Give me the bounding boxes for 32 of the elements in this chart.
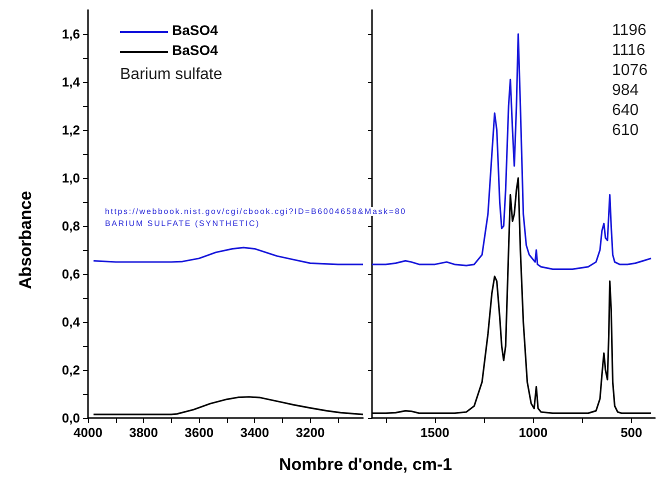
x-axis-title: Nombre d'onde, cm-1 <box>278 455 454 475</box>
legend-label: BaSO4 <box>172 42 218 58</box>
annotation: 1116 <box>612 42 646 60</box>
annotation: 640 <box>612 102 639 120</box>
y-tick-label: 0,0 <box>62 410 80 426</box>
annotation: 610 <box>612 122 639 140</box>
line-series <box>92 396 364 416</box>
annotation: https://webbook.nist.gov/cgi/cbook.cgi?ID=B6004658&Mask=80 <box>105 207 406 216</box>
x-tick-label: 3600 <box>184 425 214 440</box>
line-series <box>92 246 364 266</box>
x-tick-label: 3800 <box>129 425 158 440</box>
x-tick-label: 3200 <box>296 425 325 440</box>
annotation: BARIUM SULFATE (SYNTHETIC) <box>105 219 260 228</box>
x-tick-label: 1500 <box>420 425 450 440</box>
y-axis-title: Absorbance <box>16 190 36 292</box>
y-tick-label: 1,0 <box>62 170 80 186</box>
y-tick-label: 1,6 <box>62 26 80 42</box>
annotation: Barium sulfate <box>120 66 222 84</box>
annotation: 1076 <box>612 62 648 80</box>
y-tick-label: 0,6 <box>62 266 80 282</box>
y-tick-label: 0,4 <box>62 314 81 330</box>
annotation: 984 <box>612 82 639 100</box>
y-tick-label: 1,4 <box>62 74 81 90</box>
y-tick-label: 0,8 <box>62 218 80 234</box>
x-tick-label: 1000 <box>518 425 548 440</box>
legend-label: BaSO4 <box>172 22 218 38</box>
y-tick-label: 0,2 <box>62 362 80 378</box>
y-tick-label: 1,2 <box>62 122 80 138</box>
x-tick-label: 4000 <box>74 425 102 440</box>
x-tick-label: 500 <box>620 425 642 440</box>
x-tick-label: 3400 <box>240 425 270 440</box>
annotation: 1196 <box>612 22 646 40</box>
